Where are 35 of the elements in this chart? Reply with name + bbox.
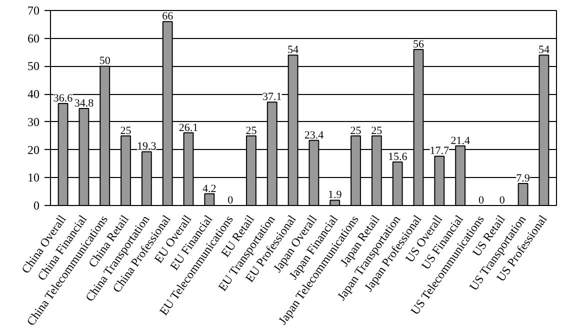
data-label: 17.7	[430, 145, 450, 158]
data-label: 19.3	[137, 140, 157, 153]
data-label: 25	[120, 124, 132, 137]
y-tick-label: 10	[28, 170, 40, 185]
data-label: 26.1	[178, 122, 198, 134]
data-label: 36.6	[53, 92, 74, 105]
data-label: 4.2	[202, 182, 216, 195]
y-tick-label: 70	[28, 4, 40, 18]
data-label: 66	[162, 10, 174, 23]
y-tick-label: 40	[28, 87, 40, 102]
y-tick-label: 0	[34, 198, 40, 212]
data-label: 50	[99, 55, 111, 68]
bar	[330, 200, 340, 206]
data-label: 54	[288, 44, 300, 56]
data-label: 25	[246, 124, 258, 137]
bar	[518, 182, 528, 206]
data-label: 25	[350, 124, 362, 137]
data-label: 0	[228, 194, 234, 206]
data-label: 37.1	[262, 91, 282, 104]
data-label: 1.9	[328, 189, 342, 202]
data-label: 0	[499, 194, 506, 206]
y-tick-label: 50	[28, 59, 40, 74]
data-label: 15.6	[388, 151, 408, 164]
data-label: 21.4	[450, 134, 470, 147]
bar	[204, 193, 215, 206]
data-label: 7.9	[516, 172, 530, 184]
data-label: 25	[371, 124, 383, 137]
y-tick-label: 20	[28, 142, 40, 157]
data-label: 54	[538, 44, 550, 56]
data-label: 34.8	[74, 98, 94, 110]
data-label: 23.4	[304, 129, 324, 142]
data-label: 56	[413, 38, 424, 50]
y-tick-label: 60	[28, 31, 40, 46]
data-label: 0	[478, 194, 484, 206]
y-tick-label: 30	[28, 114, 40, 129]
